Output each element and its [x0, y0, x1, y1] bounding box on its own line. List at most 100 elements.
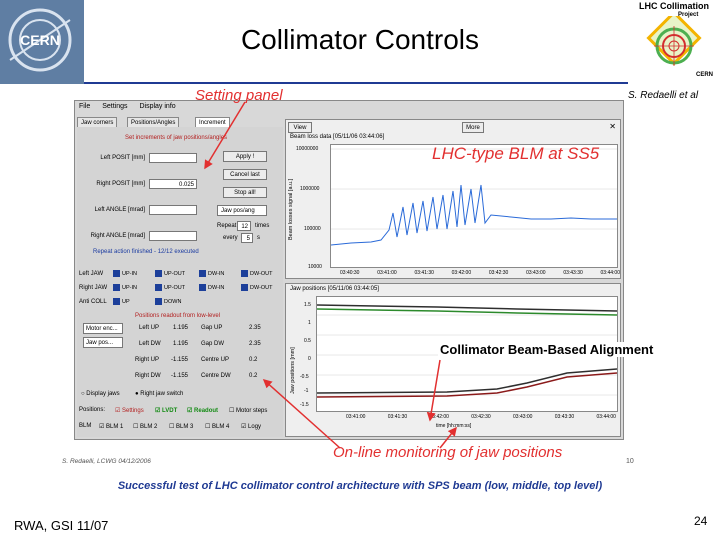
jaw-left-settings-line — [316, 304, 618, 312]
right-jaw-switch-option[interactable]: ● Right jaw switch — [135, 391, 184, 397]
right-posit-label: Right POSIT [mm] — [96, 181, 145, 187]
left-angle-label: Left ANGLE [mrad] — [94, 207, 145, 213]
right-jaw-up-in-button[interactable]: UP-IN — [113, 284, 137, 291]
menu-display-info[interactable]: Display info — [139, 103, 176, 110]
jaw-ytick-1: 1 — [308, 320, 311, 326]
motor-steps-checkbox[interactable]: ☐ Motor steps — [229, 408, 268, 414]
footnote-number: 10 — [626, 458, 634, 465]
left-jaw-dw-out-button[interactable]: DW-OUT — [241, 270, 273, 277]
readout-centre-up-value: 0.2 — [249, 357, 258, 363]
apply-button[interactable]: Apply ! — [223, 151, 267, 162]
blm2-checkbox[interactable]: ☐ BLM 2 — [133, 424, 158, 430]
tab-bar: Jaw corners Positions/Angles Increment — [77, 117, 283, 129]
display-jaws-option[interactable]: ○ Display jaws — [81, 391, 120, 397]
blm-xtick: 03:41:30 — [414, 270, 434, 276]
readout-right-dw-label: Right DW — [135, 373, 161, 379]
readout-right-up-label: Right UP — [135, 357, 160, 363]
readout-gap-up-value: 2.35 — [249, 325, 261, 331]
jaw-xtick: 03:41:00 — [346, 414, 366, 420]
jaw-mode-select[interactable]: Jaw pos/ang — [217, 205, 267, 216]
blm-plot — [330, 144, 618, 268]
right-jaw-up-out-button[interactable]: UP-OUT — [155, 284, 185, 291]
left-jaw-up-in-button[interactable]: UP-IN — [113, 270, 137, 277]
lvdt-checkbox[interactable]: ☑ LVDT — [155, 408, 178, 414]
right-angle-input[interactable] — [149, 231, 197, 241]
left-jaw-dw-in-button[interactable]: DW-IN — [199, 270, 224, 277]
readout-checkbox[interactable]: ☑ Readout — [187, 408, 219, 414]
left-jaw-label: Left JAW — [79, 271, 104, 277]
menu-settings[interactable]: Settings — [102, 103, 128, 110]
jaw-panel-title: Jaw positions [05/11/06 03:44:05] — [290, 286, 379, 292]
anti-coll-up-button[interactable]: UP — [113, 298, 130, 305]
more-button[interactable]: More — [462, 122, 484, 133]
readout-gap-up-label: Gap UP — [201, 325, 223, 331]
readout-centre-dw-label: Centre DW — [201, 373, 231, 379]
blm-xtick: 03:41:00 — [377, 270, 397, 276]
every-unit: s — [257, 235, 260, 241]
blm-xtick: 03:44:00 — [600, 270, 620, 276]
blm-xtick: 03:42:30 — [488, 270, 509, 276]
jaw-ytick-6: -1.5 — [300, 402, 309, 408]
header-rule — [84, 82, 628, 84]
blm4-checkbox[interactable]: ☐ BLM 4 — [205, 424, 230, 430]
increment-title: Set increments of jaw positions/angles — [125, 135, 228, 141]
jaw-ytick-3: 0 — [308, 356, 311, 362]
blm-xticks: 03:40:30 03:41:00 03:41:30 03:42:00 03:4… — [340, 270, 620, 276]
footer-event: RWA, GSI 11/07 — [14, 518, 109, 533]
view-button[interactable]: View — [288, 122, 312, 133]
jaw-left-lvdt-line — [316, 308, 618, 316]
right-posit-input[interactable]: 0.025 — [149, 179, 197, 189]
blm-label: BLM — [79, 423, 92, 429]
right-jaw-dw-out-button[interactable]: DW-OUT — [241, 284, 273, 291]
anti-coll-down-button[interactable]: DOWN — [155, 298, 181, 305]
readout-gap-dw-value: 2.35 — [249, 341, 261, 347]
logy-checkbox[interactable]: ☑ Logy — [241, 424, 262, 430]
blm-xtick: 03:42:00 — [451, 270, 472, 276]
blm-xtick: 03:43:00 — [526, 270, 546, 276]
right-jaw-label: Right JAW — [79, 285, 108, 291]
lhc-collimation-logo: LHC Collimation Project CERN — [628, 0, 720, 84]
blm3-checkbox[interactable]: ☐ BLM 3 — [169, 424, 194, 430]
blm1-checkbox[interactable]: ☑ BLM 1 — [99, 424, 124, 430]
stop-all-button[interactable]: Stop all! — [223, 187, 267, 198]
left-jaw-up-out-button[interactable]: UP-OUT — [155, 270, 185, 277]
right-jaw-dw-in-button[interactable]: DW-IN — [199, 284, 224, 291]
close-icon[interactable]: ✕ — [609, 122, 616, 131]
menu-file[interactable]: File — [79, 103, 91, 110]
jaw-xtick: 03:42:00 — [429, 414, 449, 420]
left-angle-input[interactable] — [149, 205, 197, 215]
blm-ytick-1: 1000000 — [300, 186, 320, 192]
beam-loss-panel: View More ✕ Beam loss data [05/11/06 03:… — [285, 119, 621, 279]
jaw-xtick: 03:43:00 — [513, 414, 533, 420]
jaw-ytick-5: -1 — [304, 388, 309, 394]
jaw-right-lvdt-line — [316, 368, 618, 394]
blm-signal-line — [330, 184, 617, 246]
jaw-chart-svg — [316, 304, 618, 398]
right-angle-label: Right ANGLE [mrad] — [90, 233, 145, 239]
jaw-xtick: 03:41:30 — [387, 414, 408, 420]
left-posit-label: Left POSIT [mm] — [100, 155, 145, 161]
repeat-count-input[interactable]: 12 — [237, 221, 251, 231]
every-label: every — [223, 235, 238, 241]
blm-xtick: 03:40:30 — [340, 270, 360, 276]
lhc-logo-title: LHC Collimation — [639, 1, 709, 11]
arrow-icon — [262, 378, 341, 449]
jaw-xtick: 03:43:30 — [554, 414, 575, 420]
anti-coll-label: Anti COLL — [79, 299, 107, 305]
repeat-status: Repeat action finished - 12/12 executed — [93, 249, 199, 255]
motor-encoder-select[interactable]: Motor enc... — [83, 323, 123, 334]
arrow-icon — [204, 101, 246, 170]
readout-centre-up-label: Centre UP — [201, 357, 230, 363]
settings-checkbox[interactable]: ☑ Settings — [115, 408, 144, 414]
menu-bar: File Settings Display info — [75, 103, 305, 115]
every-input[interactable]: 5 — [241, 233, 253, 243]
readout-left-up-label: Left UP — [139, 325, 160, 331]
jaw-position-select[interactable]: Jaw pos... — [83, 337, 123, 348]
blm-ytick-0: 10000000 — [296, 146, 319, 152]
lhc-logo-subtitle: Project — [678, 12, 699, 18]
arrow-icon — [439, 426, 457, 449]
cancel-last-button[interactable]: Cancel last — [223, 169, 267, 180]
left-posit-input[interactable] — [149, 153, 197, 163]
slide-title: Collimator Controls — [240, 24, 480, 55]
positions-label: Positions: — [79, 407, 106, 413]
